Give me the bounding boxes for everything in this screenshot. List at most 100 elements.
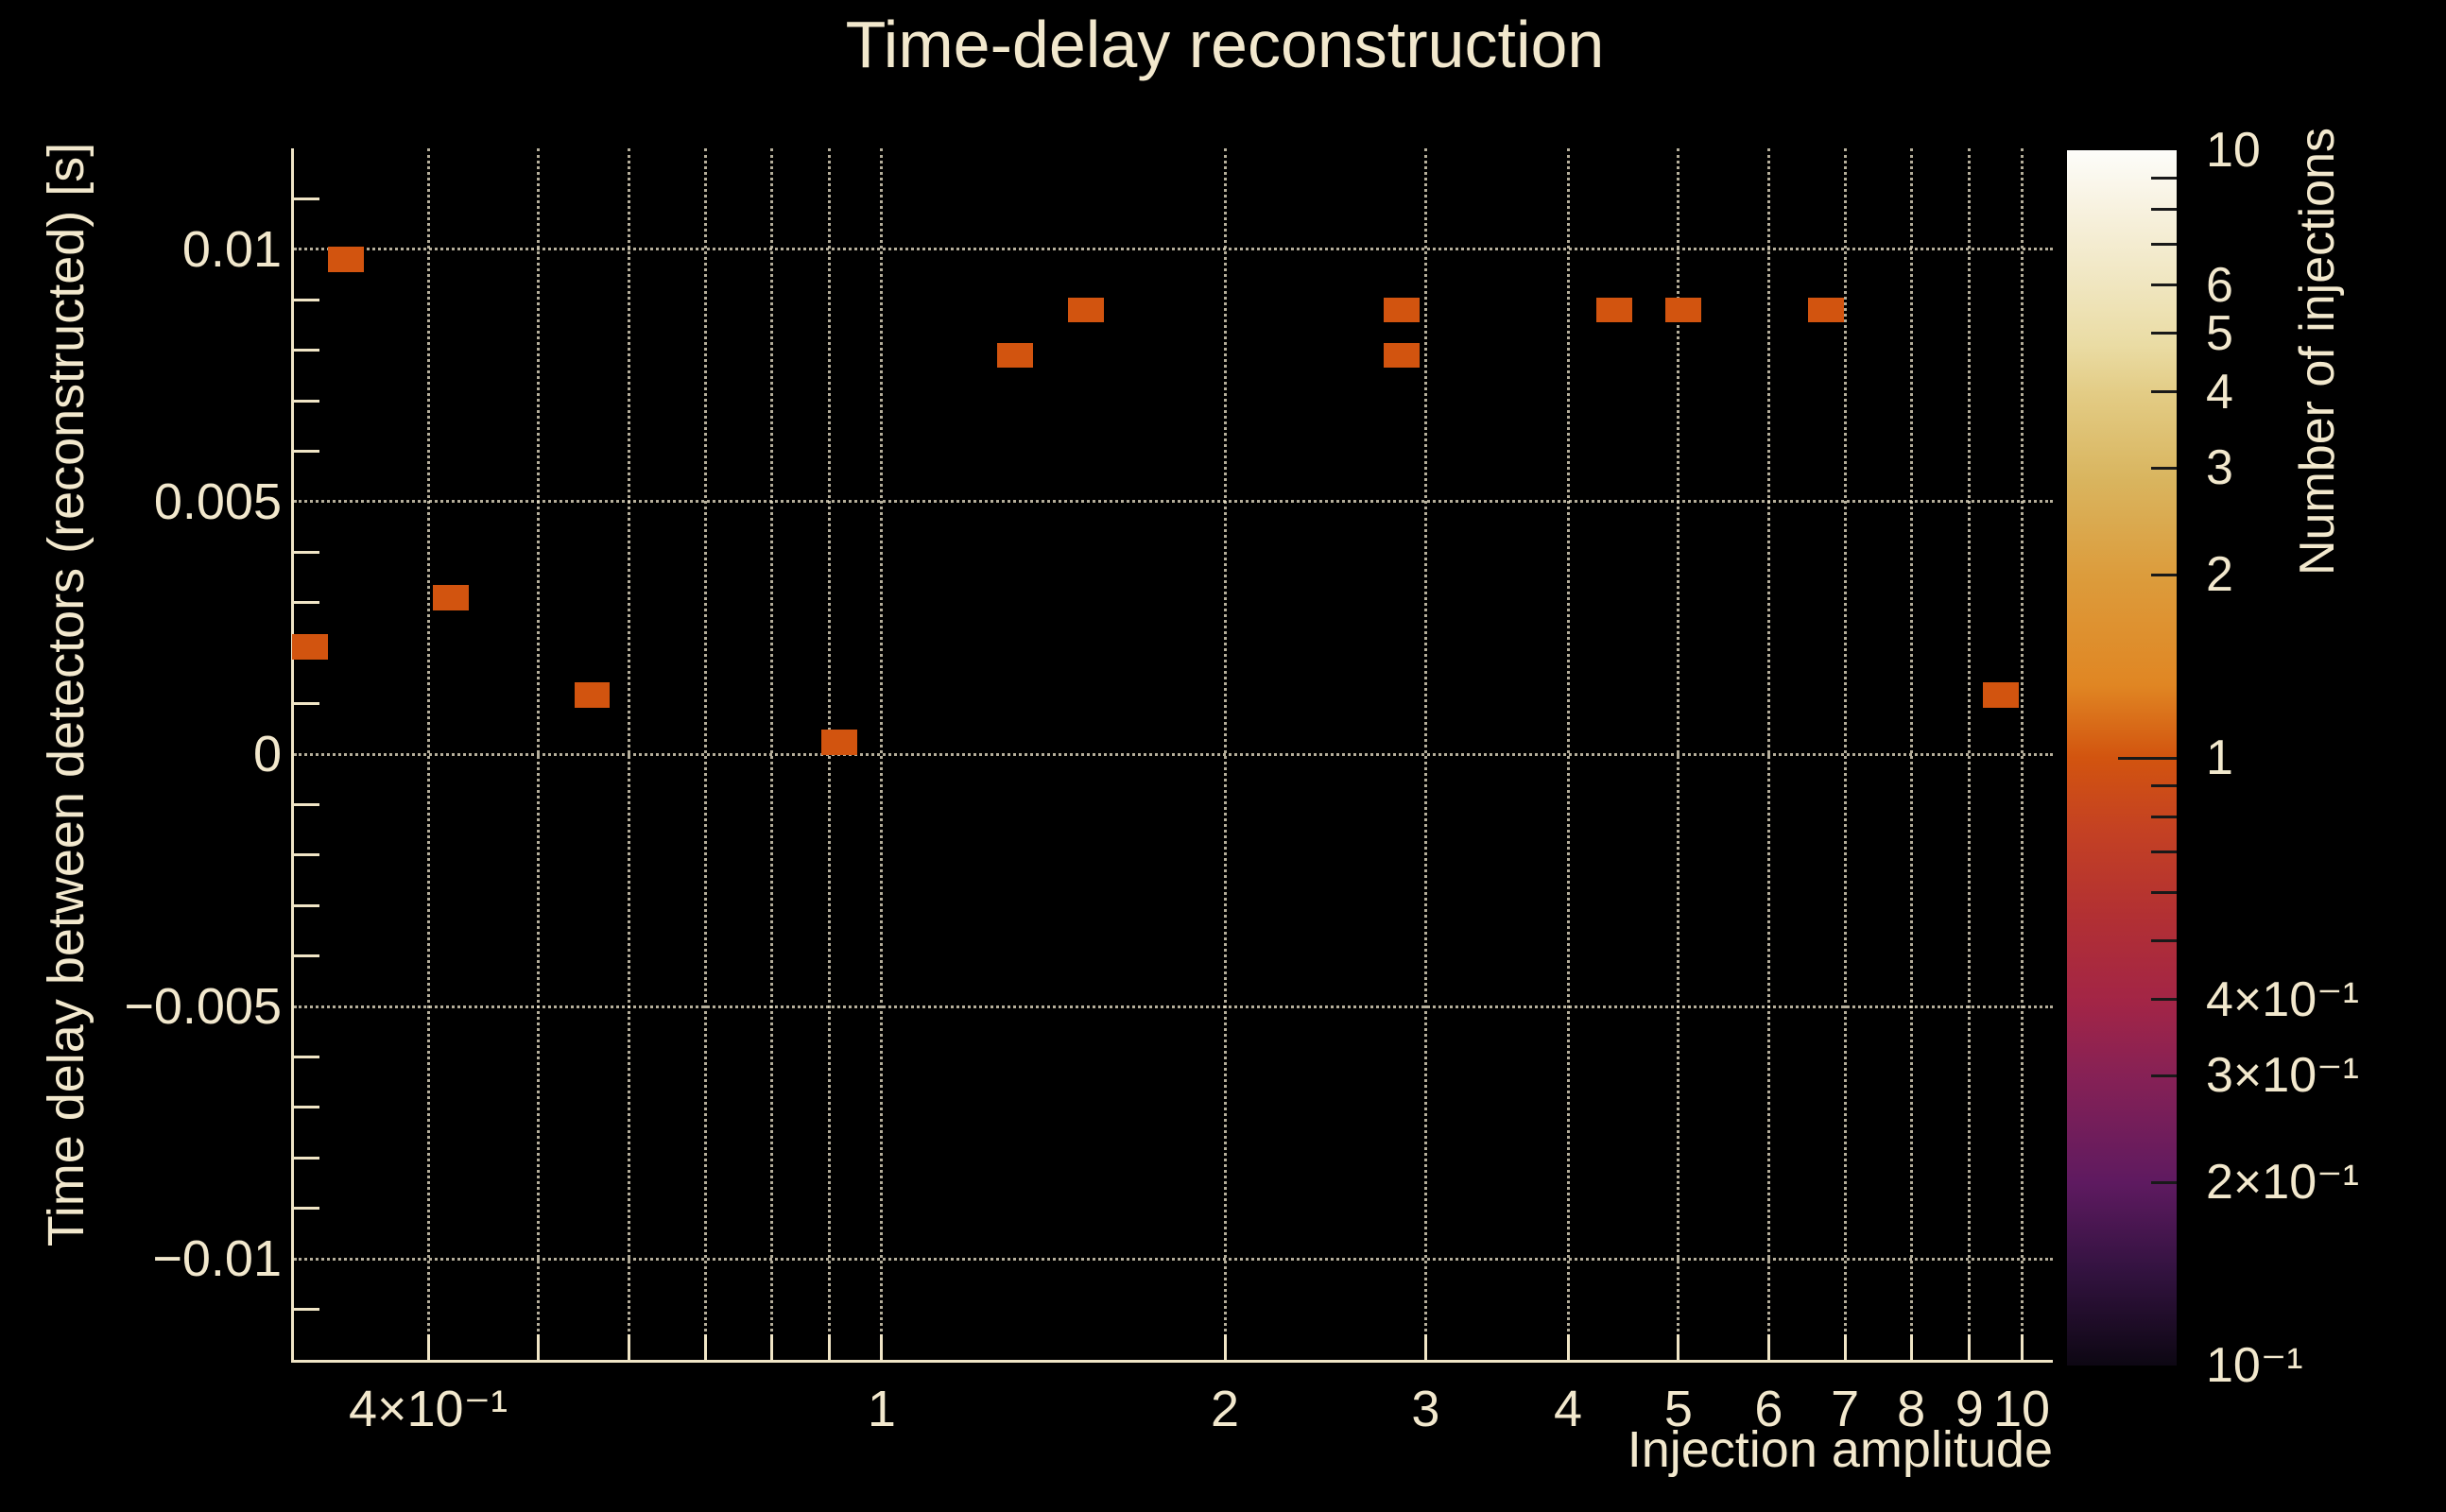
x-axis-tick — [828, 1334, 832, 1360]
data-point — [1983, 682, 2020, 708]
x-axis-tick — [1423, 1334, 1427, 1360]
data-point — [291, 634, 328, 661]
x-axis-tick — [1968, 1334, 1972, 1360]
colorbar-tick-label: 5 — [2206, 305, 2233, 361]
data-point — [1384, 342, 1421, 369]
y-tick-label: 0.01 — [181, 220, 282, 278]
grid-line-horizontal — [294, 1257, 2053, 1261]
x-axis-tick — [1677, 1334, 1680, 1360]
y-axis-minor-tick — [294, 1106, 319, 1109]
colorbar-minor-tick — [2151, 998, 2177, 1002]
x-tick-label: 8 — [1897, 1381, 1926, 1437]
y-axis-minor-tick — [294, 601, 319, 605]
colorbar-tick-label: 3×10⁻¹ — [2206, 1048, 2359, 1104]
data-point — [574, 682, 611, 708]
y-axis-minor-tick — [294, 550, 319, 554]
y-axis-minor-tick — [294, 903, 319, 907]
colorbar-minor-tick — [2151, 939, 2177, 943]
data-point — [328, 247, 365, 272]
colorbar-tick-label: 2×10⁻¹ — [2206, 1155, 2359, 1211]
x-axis-tick — [1909, 1334, 1913, 1360]
x-tick-label: 4 — [1554, 1381, 1583, 1437]
colorbar-minor-tick — [2151, 1074, 2177, 1077]
colorbar-tick-label: 2 — [2206, 547, 2233, 603]
y-axis-minor-tick — [294, 802, 319, 806]
y-axis-minor-tick — [294, 197, 319, 200]
colorbar-minor-tick — [2151, 284, 2177, 287]
y-tick-label: 0.005 — [153, 472, 282, 530]
colorbar-tick-label: 3 — [2206, 440, 2233, 496]
y-axis-minor-tick — [294, 399, 319, 403]
colorbar-title: Number of injections — [2290, 128, 2345, 576]
colorbar-minor-tick — [2151, 573, 2177, 576]
x-axis-tick — [769, 1334, 773, 1360]
x-tick-label: 7 — [1831, 1381, 1860, 1437]
x-axis-title: Injection amplitude — [1627, 1421, 2053, 1478]
x-axis-tick — [426, 1334, 430, 1360]
x-axis-tick — [703, 1334, 707, 1360]
x-tick-label: 5 — [1663, 1381, 1693, 1437]
y-axis-minor-tick — [294, 349, 319, 352]
x-axis-tick — [1766, 1334, 1770, 1360]
grid-line-horizontal — [294, 1005, 2053, 1008]
data-point — [820, 730, 857, 756]
x-axis-tick — [1566, 1334, 1570, 1360]
y-axis-title: Time delay between detectors (reconstruc… — [38, 142, 95, 1247]
y-tick-label: −0.005 — [124, 978, 282, 1036]
grid-line-horizontal — [294, 248, 2053, 251]
y-tick-label: −0.01 — [152, 1230, 282, 1288]
x-axis-tick — [537, 1334, 541, 1360]
x-tick-label: 1 — [867, 1381, 896, 1437]
colorbar-tick-label: 10 — [2206, 123, 2261, 178]
x-tick-label: 4×10⁻¹ — [348, 1381, 508, 1437]
x-tick-label: 10 — [1992, 1381, 2051, 1437]
colorbar-tick-label: 1 — [2206, 730, 2233, 785]
x-tick-label: 3 — [1411, 1381, 1440, 1437]
data-point — [997, 342, 1034, 369]
y-axis-minor-tick — [294, 450, 319, 453]
colorbar-tick-label: 4 — [2206, 364, 2233, 420]
colorbar-minor-tick — [2151, 176, 2177, 180]
plot-area — [291, 148, 2053, 1363]
y-axis-minor-tick — [294, 1056, 319, 1058]
colorbar-minor-tick — [2151, 815, 2177, 818]
grid-line-horizontal — [294, 752, 2053, 756]
colorbar-major-tick — [2118, 756, 2177, 760]
data-point — [1384, 297, 1421, 323]
colorbar-tick-label: 4×10⁻¹ — [2206, 971, 2359, 1027]
colorbar-minor-tick — [2151, 390, 2177, 394]
y-axis-minor-tick — [294, 853, 319, 857]
colorbar-minor-tick — [2151, 332, 2177, 335]
x-tick-label: 9 — [1955, 1381, 1984, 1437]
colorbar-minor-tick — [2151, 243, 2177, 247]
x-axis-tick — [880, 1334, 884, 1360]
x-axis-tick — [2020, 1334, 2024, 1360]
x-axis-tick — [627, 1334, 630, 1360]
x-axis-tick — [1223, 1334, 1227, 1360]
y-axis-minor-tick — [294, 702, 319, 706]
colorbar-minor-tick — [2151, 207, 2177, 211]
x-tick-label: 2 — [1210, 1381, 1240, 1437]
chart-title: Time-delay reconstruction — [845, 8, 1605, 81]
data-point — [1807, 297, 1844, 323]
colorbar-minor-tick — [2151, 1180, 2177, 1184]
grid-line-horizontal — [294, 500, 2053, 504]
y-axis-minor-tick — [294, 954, 319, 958]
colorbar-tick-label: 10⁻¹ — [2206, 1338, 2303, 1393]
colorbar-minor-tick — [2151, 850, 2177, 854]
x-tick-label: 6 — [1754, 1381, 1783, 1437]
colorbar-minor-tick — [2151, 891, 2177, 895]
colorbar-minor-tick — [2151, 466, 2177, 470]
data-point — [1067, 297, 1104, 323]
y-axis-minor-tick — [294, 298, 319, 301]
data-point — [1595, 297, 1632, 323]
colorbar-minor-tick — [2151, 783, 2177, 787]
y-tick-label: 0 — [252, 726, 282, 782]
data-point — [1665, 297, 1702, 323]
data-point — [433, 585, 470, 610]
y-axis-minor-tick — [294, 1207, 319, 1211]
colorbar-tick-label: 6 — [2206, 257, 2233, 313]
x-axis-tick — [1843, 1334, 1847, 1360]
y-axis-minor-tick — [294, 1156, 319, 1160]
